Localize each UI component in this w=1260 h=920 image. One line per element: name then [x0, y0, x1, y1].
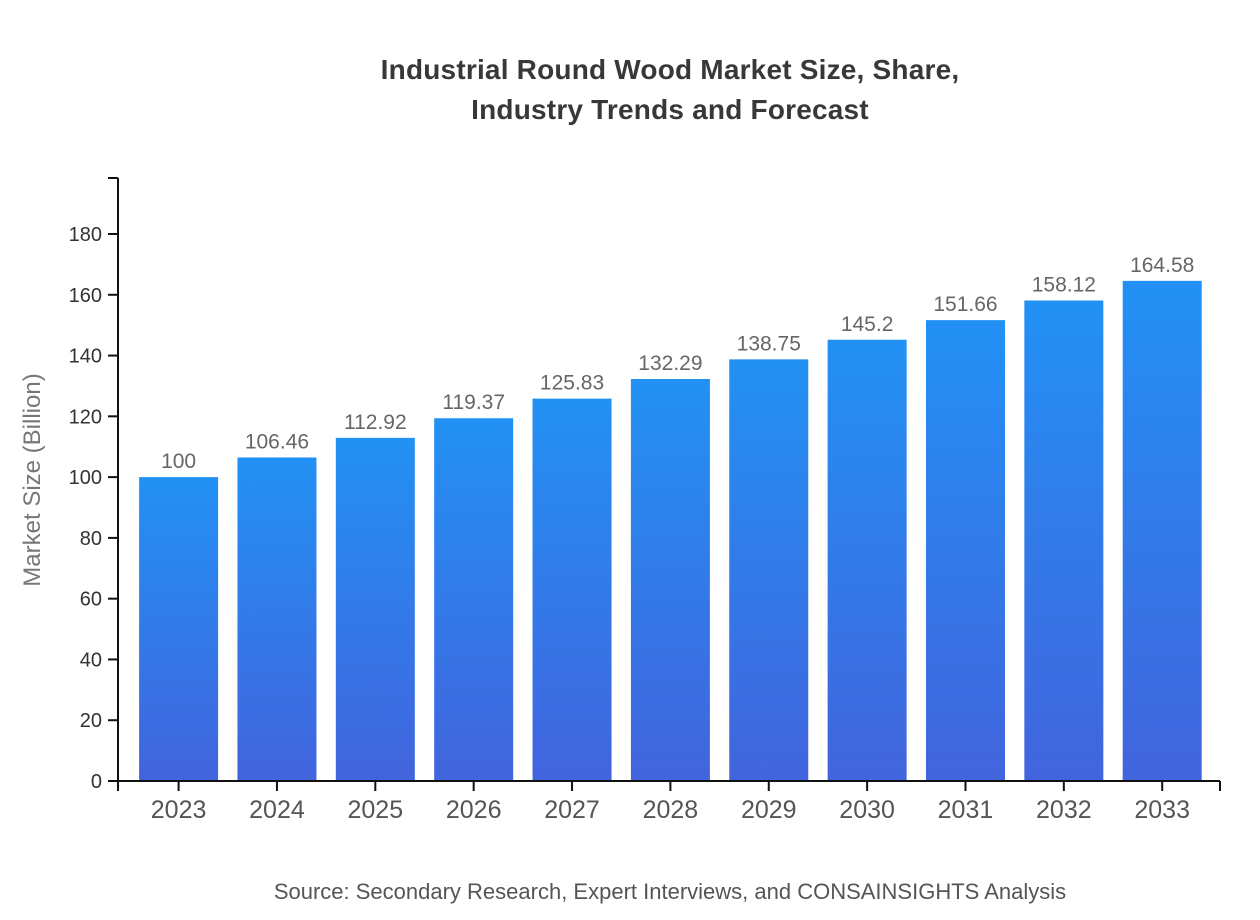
- bar-value-label: 164.58: [1130, 254, 1194, 277]
- x-tick-label: 2024: [249, 796, 305, 824]
- x-tick-label: 2030: [839, 796, 895, 824]
- bar-value-label: 158.12: [1032, 273, 1096, 296]
- bar-value-label: 151.66: [933, 293, 997, 316]
- bar: [335, 437, 415, 780]
- y-tick-label: 0: [91, 771, 102, 793]
- x-tick-label: 2025: [348, 796, 404, 824]
- bar: [729, 359, 809, 780]
- y-tick-label: 60: [80, 589, 102, 611]
- x-tick-label: 2028: [643, 796, 699, 824]
- x-tick-label: 2031: [938, 796, 994, 824]
- bar: [827, 339, 907, 780]
- source-note: Source: Secondary Research, Expert Inter…: [273, 879, 1067, 904]
- y-tick-label: 40: [80, 649, 102, 671]
- y-tick-label: 160: [69, 285, 102, 307]
- x-tick-label: 2023: [151, 796, 207, 824]
- bar: [139, 477, 219, 780]
- y-tick-label: 180: [69, 224, 102, 246]
- bar: [925, 320, 1005, 780]
- x-tick-label: 2033: [1134, 796, 1190, 824]
- y-tick-label: 80: [80, 528, 102, 550]
- y-tick-label: 140: [69, 346, 102, 368]
- bar-value-label: 119.37: [442, 391, 505, 414]
- y-tick-label: 20: [80, 710, 102, 732]
- bar: [1122, 280, 1202, 780]
- y-tick-label: 120: [69, 406, 102, 428]
- bar-value-label: 125.83: [540, 372, 604, 395]
- bar: [434, 418, 514, 780]
- x-tick-label: 2026: [446, 796, 502, 824]
- bar: [532, 398, 612, 780]
- bar-value-label: 138.75: [737, 332, 801, 355]
- bar-value-label: 145.2: [841, 313, 894, 336]
- bar: [1024, 300, 1104, 780]
- y-tick-label: 100: [69, 467, 102, 489]
- chart-title: Industrial Round Wood Market Size, Share…: [380, 54, 960, 125]
- bar: [630, 378, 710, 780]
- bar-value-label: 106.46: [245, 430, 309, 453]
- x-tick-label: 2027: [544, 796, 600, 824]
- bar-value-label: 100: [161, 450, 196, 473]
- x-tick-label: 2029: [741, 796, 797, 824]
- x-tick-label: 2032: [1036, 796, 1092, 824]
- bar-value-label: 132.29: [638, 352, 702, 375]
- bar-value-label: 112.92: [344, 411, 407, 434]
- bar: [237, 457, 317, 780]
